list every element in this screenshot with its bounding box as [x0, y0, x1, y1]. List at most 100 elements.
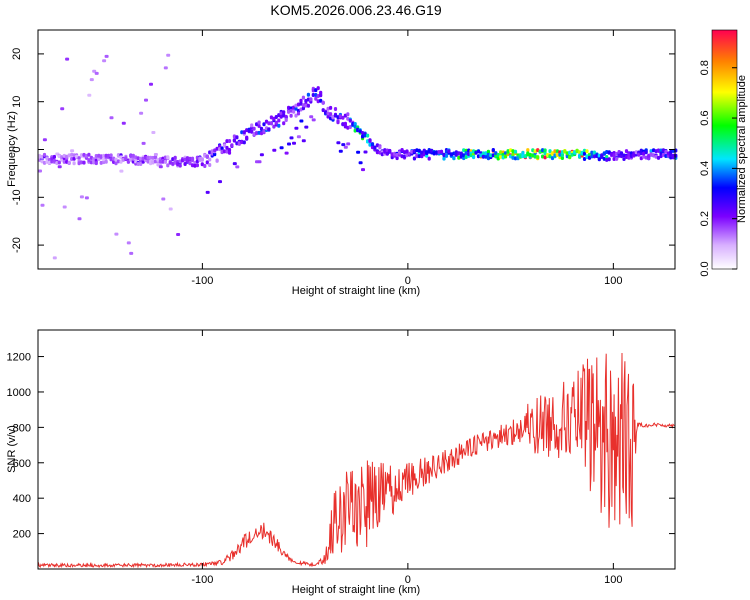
- spectrogram-cell: [109, 157, 113, 162]
- spectrogram-cell: [402, 150, 407, 155]
- spectrogram-cell: [617, 153, 621, 158]
- spectrogram-cell: [612, 157, 616, 161]
- spectrogram-noise-cell: [176, 233, 181, 236]
- spectrogram-cell: [220, 146, 224, 151]
- spectrogram-cell: [294, 113, 298, 118]
- spectrogram-cell: [171, 157, 175, 162]
- spectrogram-cell: [289, 108, 293, 113]
- colorbar-frame: [711, 29, 738, 270]
- spectrogram-cell: [605, 150, 609, 154]
- spectrogram-cell: [77, 161, 81, 166]
- spectrogram-cell: [264, 119, 269, 124]
- spectrogram-cell: [173, 155, 177, 160]
- spectrogram-cell: [553, 149, 557, 154]
- spectrogram-cell: [644, 150, 648, 155]
- spectrogram-cell: [38, 157, 42, 162]
- spectrogram-noise-cell: [166, 53, 171, 57]
- spectrogram-cell: [282, 113, 286, 118]
- spectrogram-noise-cell: [114, 232, 119, 236]
- spectrogram-cell: [252, 126, 256, 131]
- spectrogram-noise-cell: [42, 138, 47, 142]
- spectrogram-cell: [321, 100, 325, 105]
- spectrogram-cell: [79, 160, 84, 165]
- spectrogram-cell: [311, 93, 315, 97]
- spectrogram-cell: [190, 163, 195, 168]
- spectrogram-cell: [129, 157, 133, 162]
- spectrogram-cell: [388, 148, 392, 153]
- spectrogram-cell: [274, 115, 278, 119]
- spectrogram-cell: [50, 159, 54, 164]
- spectrogram-cell: [316, 94, 320, 98]
- spectrogram-noise-cell: [89, 78, 94, 82]
- spectrogram-cell: [329, 112, 333, 117]
- spectrogram-y-label: Frequency (Hz): [6, 111, 18, 187]
- spectrogram-noise-cell: [205, 190, 210, 194]
- spectrogram-cell: [664, 149, 668, 154]
- spectrogram-cell: [45, 156, 49, 161]
- spectrogram-cell: [511, 152, 515, 157]
- spectrogram-cell: [499, 150, 503, 155]
- spectrogram-cell: [597, 157, 601, 162]
- spectrogram-cell: [578, 153, 582, 158]
- spectrogram-cell: [116, 159, 121, 164]
- spectrogram-cell: [139, 162, 143, 166]
- spectrogram-cell: [555, 152, 559, 157]
- spectrogram-cell: [240, 140, 244, 145]
- spectrogram-noise-cell: [311, 118, 316, 122]
- spectrogram-noise-cell: [356, 150, 361, 154]
- spectrogram-cell: [267, 127, 271, 132]
- spectrogram-cell: [208, 163, 212, 167]
- spectrogram-cell: [94, 161, 98, 166]
- spectrogram-cell: [361, 134, 365, 139]
- spectrogram-cell: [486, 149, 490, 154]
- spectrogram-cell: [176, 162, 180, 167]
- spectrogram-noise-cell: [65, 57, 70, 61]
- spectrogram-cell: [65, 154, 69, 159]
- spectrogram-cell: [225, 139, 229, 144]
- spectrogram-cell: [457, 155, 461, 160]
- spectrogram-cell: [314, 88, 318, 93]
- spectrogram-cell: [462, 148, 466, 153]
- spectrogram-cell: [615, 156, 619, 161]
- spectrogram-cell: [412, 156, 416, 161]
- snr-x-ticks: -100 0 100: [191, 330, 623, 586]
- spectrogram-x-tick-label: 100: [604, 275, 622, 287]
- spectrogram-cell: [353, 128, 357, 133]
- spectrogram-cell: [195, 155, 199, 160]
- spectrogram-cell: [247, 128, 251, 133]
- spectrogram-cell: [405, 149, 409, 154]
- spectrogram-cell: [341, 122, 345, 127]
- spectrogram-cell: [600, 155, 604, 159]
- spectrogram-cell: [560, 153, 564, 157]
- spectrogram-cell: [582, 157, 587, 161]
- spectrogram-cell: [193, 163, 197, 168]
- spectrogram-cell: [282, 110, 286, 115]
- spectrogram-cell: [242, 140, 246, 145]
- spectrogram-cell: [277, 113, 281, 118]
- spectrogram-cell: [412, 149, 416, 153]
- spectrogram-cell: [45, 159, 49, 164]
- spectrogram-cell: [294, 106, 298, 111]
- spectrogram-cell: [590, 150, 594, 155]
- spectrogram-cell: [168, 160, 172, 165]
- spectrogram-cell: [279, 111, 283, 116]
- spectrogram-cell: [605, 157, 609, 162]
- spectrogram-cell: [205, 154, 209, 159]
- spectrogram-noise-cell: [296, 135, 301, 139]
- spectrogram-cell: [570, 152, 574, 157]
- spectrogram-cell: [195, 159, 199, 164]
- spectrogram-cell: [119, 159, 123, 164]
- spectrogram-cell: [415, 154, 419, 159]
- spectrogram-cell: [491, 148, 495, 152]
- spectrogram-cell: [622, 157, 626, 161]
- spectrogram-cell: [484, 154, 488, 159]
- spectrogram-cell: [269, 115, 273, 120]
- spectrogram-cell: [72, 161, 76, 166]
- spectrogram-cell: [75, 154, 79, 159]
- spectrogram-cell: [250, 129, 254, 134]
- spectrogram-cell: [146, 159, 150, 164]
- spectrogram-y-tick-label: -20: [11, 237, 23, 253]
- spectrogram-cell: [287, 109, 291, 114]
- spectrogram-cell: [65, 159, 69, 164]
- spectrogram-cell: [294, 103, 298, 108]
